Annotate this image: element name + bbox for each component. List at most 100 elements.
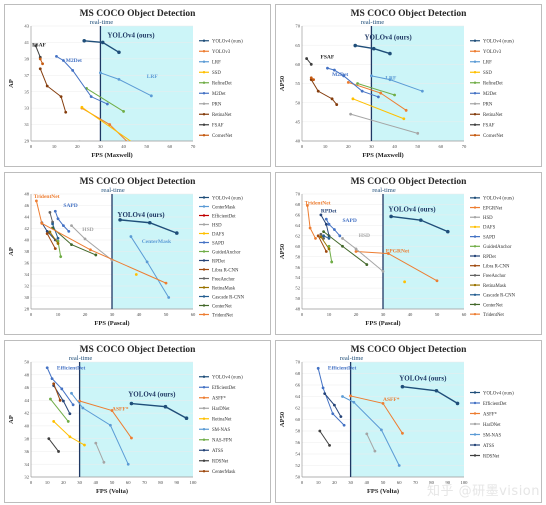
legend-label: RetinaMask bbox=[483, 284, 507, 289]
legend-label: FSAF bbox=[212, 124, 224, 129]
data-point bbox=[314, 237, 317, 240]
legend-marker bbox=[202, 196, 206, 199]
data-point bbox=[56, 236, 60, 240]
series-line bbox=[39, 68, 67, 113]
data-point bbox=[122, 110, 125, 113]
y-tick-label: 70 bbox=[295, 24, 300, 29]
data-point bbox=[117, 77, 121, 81]
data-point bbox=[388, 51, 392, 56]
y-tick-label: 48 bbox=[24, 372, 29, 377]
series-line bbox=[49, 212, 54, 223]
legend-marker bbox=[202, 286, 206, 289]
y-tick-label: 68 bbox=[295, 202, 300, 207]
legend-label: YOLOv4 (ours) bbox=[212, 376, 243, 381]
data-point bbox=[308, 226, 312, 230]
data-point bbox=[58, 398, 62, 402]
series-line bbox=[317, 368, 345, 426]
y-tick-label: 42 bbox=[24, 411, 29, 416]
data-point bbox=[167, 296, 171, 299]
panel-volta-ap: MS COCO Object Detection real-time 0 10 20 30… bbox=[4, 340, 271, 503]
data-point bbox=[389, 214, 393, 219]
y-axis-label: AP bbox=[8, 247, 15, 256]
data-point bbox=[318, 429, 322, 433]
data-point bbox=[327, 222, 331, 226]
legend-marker bbox=[202, 459, 206, 462]
data-point bbox=[333, 228, 336, 231]
series-group bbox=[316, 366, 460, 467]
legend-marker bbox=[202, 60, 206, 63]
x-tick-label: 60 bbox=[168, 144, 173, 149]
legend-marker bbox=[473, 303, 477, 306]
legend-marker bbox=[473, 391, 477, 394]
data-point bbox=[351, 97, 355, 101]
y-tick-label: 58 bbox=[295, 254, 300, 259]
data-point bbox=[163, 404, 168, 409]
x-tick-label: 20 bbox=[83, 312, 88, 317]
series-annotation: LRF bbox=[385, 76, 397, 82]
data-point bbox=[51, 222, 54, 226]
series-line bbox=[46, 367, 74, 406]
y-tick-label: 70 bbox=[295, 192, 300, 197]
series-annotation: EfficientDet bbox=[328, 365, 357, 371]
series-line bbox=[350, 113, 418, 134]
x-tick-label: 0 bbox=[30, 312, 33, 317]
chart-title: MS COCO Object Detection bbox=[351, 345, 468, 355]
legend-marker bbox=[202, 313, 206, 316]
data-point bbox=[419, 218, 423, 222]
legend-marker bbox=[473, 245, 477, 248]
y-tick-label: 68 bbox=[295, 371, 300, 376]
y-tick-label: 60 bbox=[295, 417, 300, 422]
data-point bbox=[354, 247, 358, 251]
legend-marker bbox=[202, 39, 206, 42]
y-tick-label: 29 bbox=[24, 139, 29, 144]
legend-label: PRN bbox=[483, 103, 493, 108]
data-point bbox=[328, 443, 331, 447]
data-point bbox=[324, 217, 328, 221]
legend-label: DAFS bbox=[483, 226, 496, 231]
legend-marker bbox=[202, 123, 206, 126]
realtime-label: real-time bbox=[101, 187, 125, 194]
y-tick-label: 56 bbox=[295, 265, 300, 270]
data-point bbox=[324, 222, 328, 226]
legend-marker bbox=[473, 443, 477, 447]
legend-label: CenterMask bbox=[212, 470, 236, 475]
data-point bbox=[387, 252, 390, 255]
legend-marker bbox=[473, 196, 477, 200]
x-tick-label: 60 bbox=[191, 312, 196, 317]
series-annotation: SAPD bbox=[63, 203, 77, 209]
series-annotation: HSD bbox=[82, 227, 93, 233]
y-tick-label: 48 bbox=[295, 307, 300, 312]
x-tick-label: 70 bbox=[142, 480, 147, 485]
x-tick-label: 80 bbox=[429, 480, 434, 485]
legend-marker bbox=[202, 449, 206, 452]
x-tick-label: 30 bbox=[381, 312, 386, 317]
data-point bbox=[455, 401, 460, 406]
legend-label: TridentNet bbox=[212, 313, 234, 318]
data-point bbox=[118, 218, 122, 222]
y-tick-label: 30 bbox=[24, 295, 29, 300]
legend-label: HarDNet bbox=[483, 423, 501, 428]
legend-marker bbox=[473, 433, 477, 436]
x-tick-label: 40 bbox=[392, 144, 397, 149]
data-point bbox=[322, 234, 325, 238]
data-point bbox=[83, 237, 87, 241]
data-point bbox=[117, 50, 121, 55]
legend-label: M2Det bbox=[212, 92, 226, 97]
legend-label: CenterNet bbox=[212, 304, 232, 309]
legend-marker bbox=[473, 422, 477, 426]
y-axis-label: AP bbox=[8, 415, 15, 424]
legend-marker bbox=[473, 50, 477, 53]
realtime-label: real-time bbox=[69, 355, 93, 362]
y-axis-label: AP50 bbox=[279, 244, 286, 259]
series-line bbox=[81, 106, 132, 141]
data-point bbox=[45, 232, 49, 236]
data-point bbox=[306, 204, 309, 207]
panel-pascal-ap: MS COCO Object Detection real-time 0 10 20 30… bbox=[4, 172, 271, 335]
series-group bbox=[35, 199, 179, 299]
data-point bbox=[352, 400, 356, 404]
data-point bbox=[342, 423, 346, 427]
data-point bbox=[82, 38, 87, 43]
series-annotation: M2Det bbox=[66, 58, 82, 64]
